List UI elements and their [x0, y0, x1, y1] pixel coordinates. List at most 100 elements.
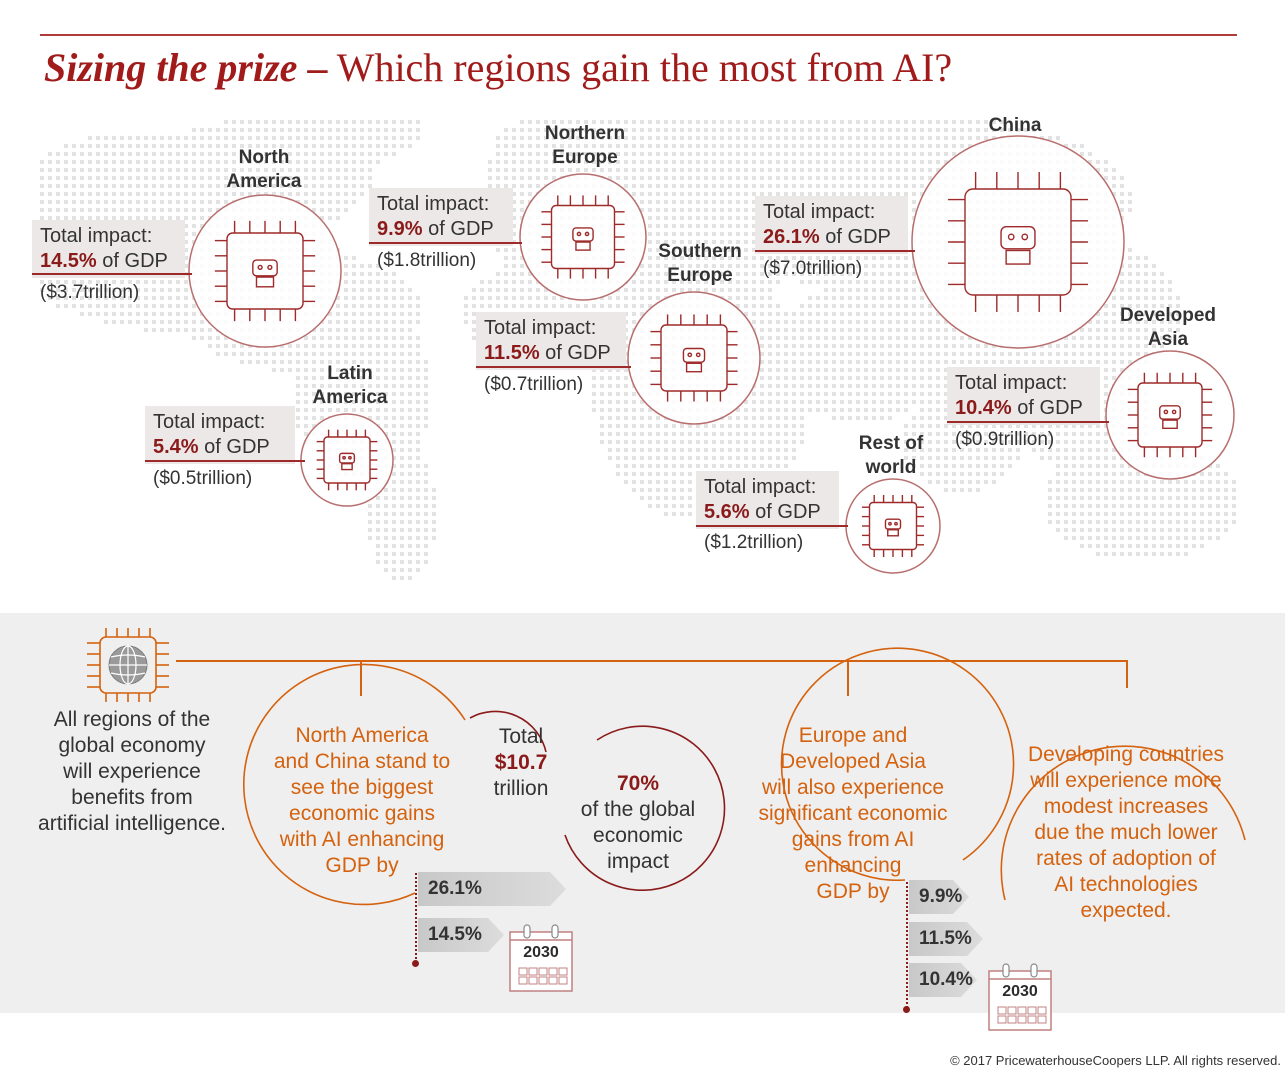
seventy-line: impact: [607, 850, 669, 873]
trillion-latin-america: ($0.5trillion): [153, 468, 253, 489]
impact-label: Total impact:: [484, 317, 597, 339]
developing-line: Developing countries: [1027, 743, 1225, 766]
impact-of: of GDP: [428, 218, 494, 240]
trillion-china: ($7.0trillion): [763, 258, 863, 279]
timeline-tick-3: [1126, 660, 1128, 688]
region-name-line: Europe: [667, 265, 733, 286]
impact-box-china: Total impact: 26.1% of GDP: [755, 196, 908, 254]
europe-dot: [903, 1006, 910, 1013]
seventy-line: economic: [593, 824, 683, 847]
connector-developed-asia: [947, 421, 1109, 423]
impact-box-rest-of-world: Total impact: 5.6% of GDP: [696, 471, 839, 529]
region-name-line: Europe: [552, 147, 618, 168]
circle-rest-of-world: [845, 478, 941, 574]
circle-developed-asia: [1105, 350, 1235, 480]
impact-value: 14.5% of GDP: [40, 249, 177, 274]
region-name-line: Northern: [544, 123, 626, 144]
connector-china: [755, 250, 915, 252]
impact-value: 11.5% of GDP: [484, 341, 618, 366]
europe-line: significant economic: [758, 802, 948, 825]
arrow-label: 14.5%: [428, 924, 482, 945]
calendar-icon: 2030: [509, 924, 573, 992]
arrow-label: 11.5%: [919, 928, 972, 949]
impact-label: Total impact:: [704, 476, 817, 498]
intro-line: global economy: [58, 734, 206, 757]
impact-value: 9.9% of GDP: [377, 217, 505, 242]
na-china-line: North America: [295, 724, 429, 747]
connector-southern-europe: [476, 366, 631, 368]
total-line: trillion: [493, 777, 549, 800]
impact-of: of GDP: [204, 436, 270, 458]
world-map: [0, 90, 1285, 610]
arrow-se-value: 11.5%: [909, 922, 983, 956]
circle-china: [911, 135, 1125, 349]
title-bold: Sizing the prize: [44, 45, 298, 90]
impact-box-latin-america: Total impact: 5.4% of GDP: [145, 406, 295, 464]
trillion-northern-europe: ($1.8trillion): [377, 250, 477, 271]
connector-northern-europe: [369, 242, 522, 244]
impact-value: 5.4% of GDP: [153, 435, 287, 460]
impact-box-north-america: Total impact: 14.5% of GDP: [32, 220, 185, 278]
impact-pct: 5.4%: [153, 436, 199, 458]
calendar-year: 2030: [523, 944, 559, 961]
arrow-label: 9.9%: [919, 886, 963, 907]
developing-line: expected.: [1080, 899, 1172, 922]
region-name-line: Latin: [327, 363, 373, 384]
na-china-line: see the biggest: [290, 776, 434, 799]
region-name-southern-europe: Southern Europe: [648, 240, 752, 288]
connector-north-america: [32, 273, 192, 275]
region-name-line: America: [226, 171, 302, 192]
europe-line: will also experience: [761, 776, 945, 799]
impact-pct: 14.5%: [40, 250, 97, 272]
region-name-developed-asia: Developed Asia: [1108, 304, 1228, 352]
impact-label: Total impact:: [40, 225, 153, 247]
impact-pct: 5.6%: [704, 501, 750, 523]
seventy-text: 70% of the global economic impact: [566, 771, 710, 875]
region-name-line: Rest of: [858, 433, 924, 454]
impact-box-developed-asia: Total impact: 10.4% of GDP: [947, 367, 1100, 425]
impact-label: Total impact:: [153, 411, 266, 433]
intro-line: All regions of the: [53, 708, 211, 731]
total-value: $10.7: [494, 751, 548, 774]
region-name-line: Asia: [1147, 329, 1189, 350]
timeline-tick-1: [360, 660, 362, 696]
calendar-graphic: [509, 924, 573, 992]
connector-rest-of-world: [696, 525, 848, 527]
europe-line: Developed Asia: [780, 750, 926, 773]
title-dash: –: [307, 45, 328, 90]
na-china-line: and China stand to: [273, 750, 451, 773]
trillion-rest-of-world: ($1.2trillion): [704, 532, 804, 553]
region-name-line: Developed: [1119, 305, 1217, 326]
region-name-line: Southern: [658, 241, 742, 262]
impact-of: of GDP: [755, 501, 821, 523]
europe-line: GDP by: [816, 880, 890, 903]
developing-line: rates of adoption of: [1036, 847, 1216, 870]
impact-pct: 11.5%: [484, 342, 540, 364]
europe-line: gains from AI: [791, 828, 915, 851]
intro-text: All regions of the global economy will e…: [22, 707, 242, 837]
impact-label: Total impact:: [763, 201, 876, 223]
na-china-dot: [412, 960, 419, 967]
circle-southern-europe: [627, 291, 761, 425]
impact-pct: 9.9%: [377, 218, 423, 240]
region-name-northern-europe: Northern Europe: [530, 122, 640, 170]
impact-label: Total impact:: [377, 193, 490, 215]
page-title: Sizing the prize – Which regions gain th…: [44, 44, 952, 91]
developing-line: modest increases: [1043, 795, 1209, 818]
region-name-north-america: North America: [214, 146, 314, 194]
title-rest: Which regions gain the most from AI?: [336, 45, 953, 90]
timeline-horizontal: [176, 660, 1128, 662]
na-china-text: North America and China stand to see the…: [256, 723, 468, 879]
top-rule: [40, 34, 1237, 36]
arrow-da-value: 10.4%: [909, 963, 977, 997]
impact-of: of GDP: [1017, 397, 1083, 419]
copyright: © 2017 PricewaterhouseCoopers LLP. All r…: [950, 1053, 1281, 1068]
calendar-graphic: [988, 963, 1052, 1031]
intro-line: will experience: [63, 760, 201, 783]
europe-line: Europe and: [798, 724, 908, 747]
arrow-na-value: 14.5%: [418, 918, 504, 952]
impact-value: 5.6% of GDP: [704, 500, 831, 525]
na-china-line: GDP by: [325, 854, 399, 877]
circle-latin-america: [300, 413, 394, 507]
arrow-label: 26.1%: [428, 878, 482, 899]
